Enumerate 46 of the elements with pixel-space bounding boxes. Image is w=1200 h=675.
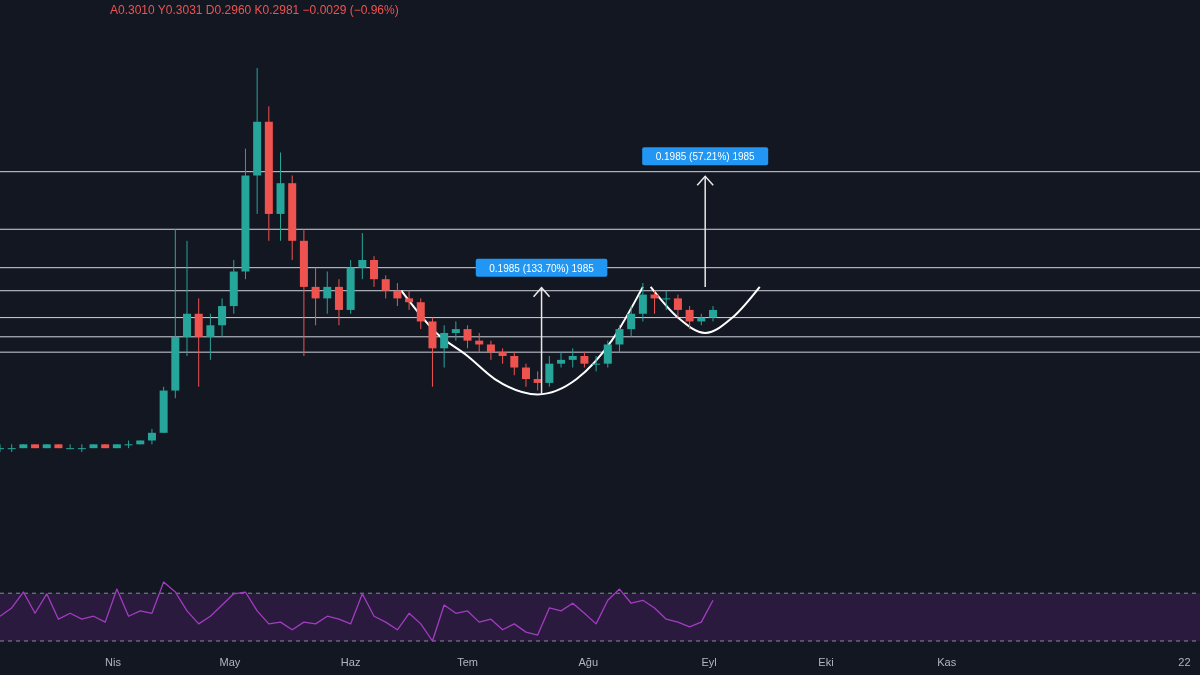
candlestick <box>405 290 414 311</box>
x-tick-label: May <box>219 656 241 668</box>
candlestick <box>370 255 379 288</box>
candlestick <box>685 305 694 330</box>
candlestick <box>615 324 624 353</box>
candlestick <box>603 340 612 369</box>
x-tick-label: Kas <box>937 656 957 668</box>
annotation: 0.1985 (133.70%) 1985 <box>489 262 595 274</box>
candlestick <box>393 282 402 307</box>
candlestick <box>334 278 343 326</box>
candlestick <box>311 267 320 326</box>
candlestick <box>510 351 519 376</box>
candlestick <box>416 297 425 330</box>
candlestick <box>194 297 203 388</box>
candlestick <box>66 443 75 450</box>
x-tick-label: Eyl <box>701 656 717 668</box>
candlestick <box>521 363 530 388</box>
x-tick-label: Eki <box>818 656 834 668</box>
x-tick-label: Tem <box>457 656 478 668</box>
candlestick <box>463 324 472 349</box>
candlestick <box>673 294 682 319</box>
candlestick <box>638 282 647 322</box>
candlestick <box>218 297 227 338</box>
candlestick <box>451 320 460 342</box>
x-tick-label: Nis <box>105 656 122 668</box>
candlestick <box>183 240 192 357</box>
candlestick <box>557 351 566 369</box>
candlestick <box>627 305 636 338</box>
candlestick <box>206 313 215 361</box>
candlestick <box>358 232 367 280</box>
candlestick <box>440 324 449 369</box>
candlestick <box>381 274 390 299</box>
candlestick <box>662 290 671 311</box>
candlestick <box>533 370 542 392</box>
candlestick <box>592 355 601 372</box>
x-tick-label: Ağu <box>578 656 599 668</box>
annotation: 0.1985 (57.21%) 1985 <box>655 151 756 163</box>
candlestick <box>486 340 495 361</box>
candlestick <box>323 271 332 315</box>
candlestick <box>545 355 554 388</box>
candlestick <box>147 428 156 445</box>
candlestick <box>708 305 717 322</box>
x-tick-label: 22 <box>1178 656 1191 668</box>
chart-subtitle: A0.3010 Y0.3031 D0.2960 K0.2981 −0.0029 (−0.96%) <box>110 3 399 17</box>
x-tick-label: Haz <box>340 656 361 668</box>
candlestick <box>568 347 577 369</box>
